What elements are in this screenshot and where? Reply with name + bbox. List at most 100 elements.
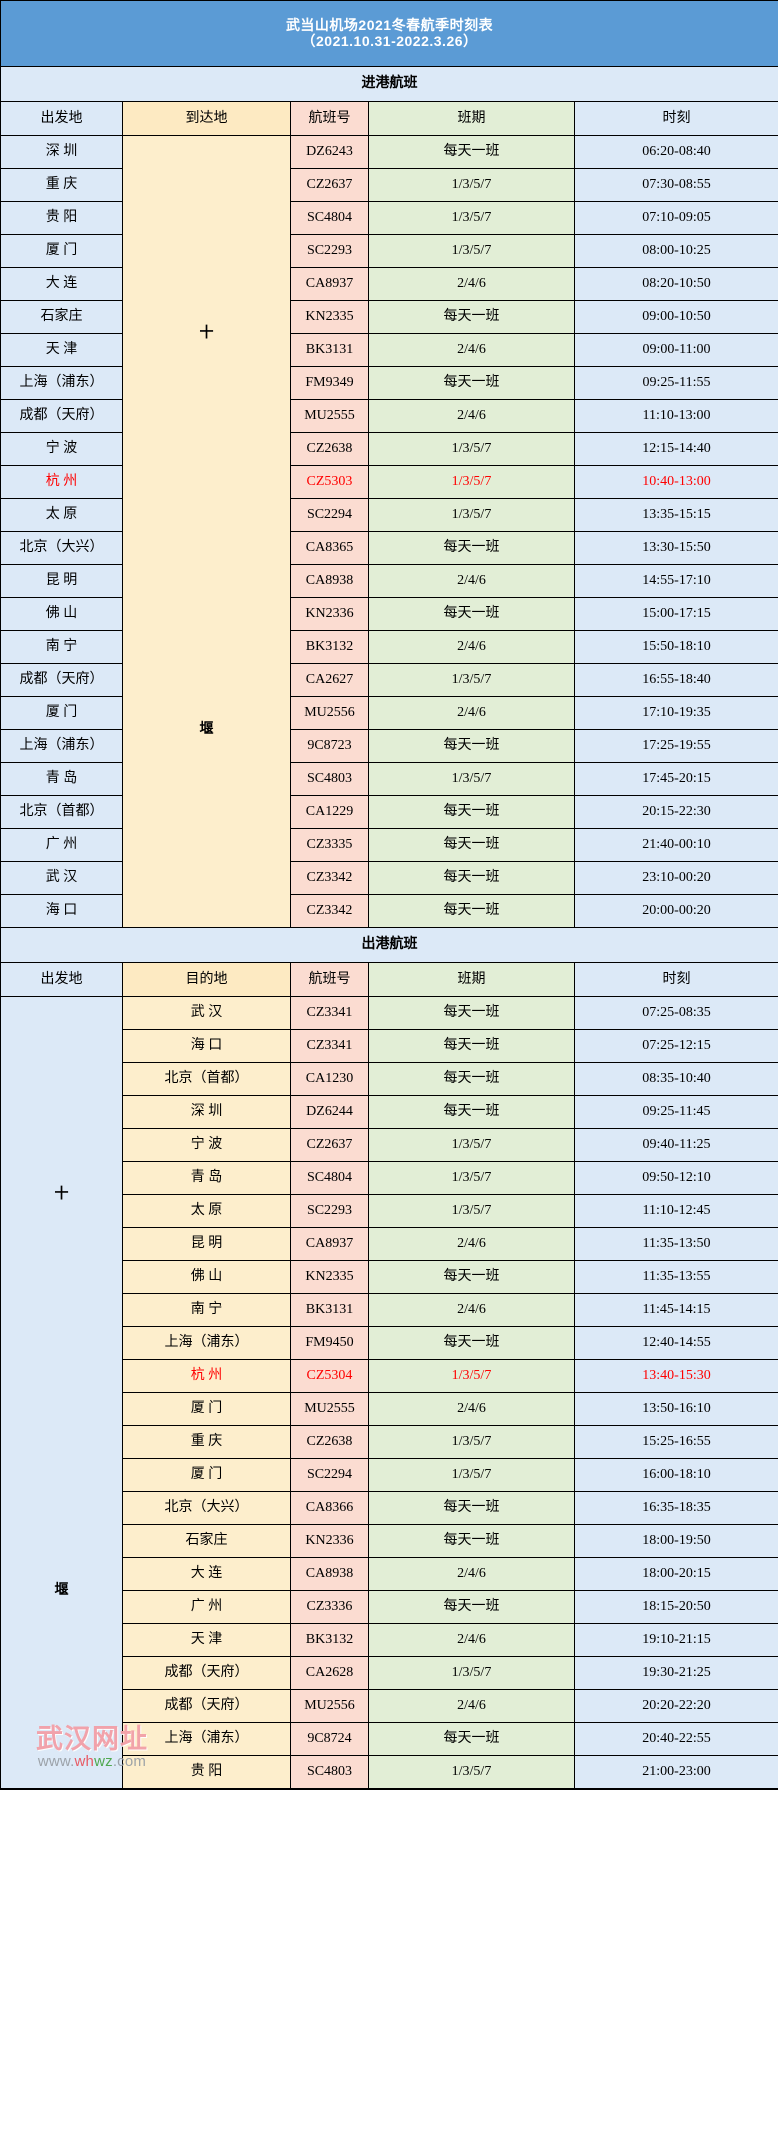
cell-time: 11:45-14:15 <box>573 1293 778 1327</box>
cell-flight-number: KN2335 <box>290 1260 369 1294</box>
header-row-arrivals: 出发地 到达地 航班号 班期 时刻 <box>0 101 778 136</box>
cell-frequency: 每天一班 <box>368 828 575 862</box>
cell-origin: 太 原 <box>0 498 123 532</box>
cell-frequency: 每天一班 <box>368 861 575 895</box>
cell-time: 11:35-13:50 <box>573 1227 778 1261</box>
cell-time: 13:50-16:10 <box>573 1392 778 1426</box>
cell-time: 14:55-17:10 <box>573 564 778 598</box>
cell-flight-number: KN2335 <box>290 300 369 334</box>
cell-frequency: 每天一班 <box>368 1491 575 1525</box>
cell-destination: 广 州 <box>122 1590 291 1624</box>
cell-frequency: 2/4/6 <box>368 1623 575 1657</box>
table-row: 深 圳十堰 DZ6243 每天一班 06:20-08:40 <box>0 135 778 928</box>
cell-origin: 成都（天府） <box>0 399 123 433</box>
cell-flight-number: DZ6244 <box>290 1095 369 1129</box>
column-header-1-departures: 出发地 <box>0 962 123 997</box>
table-row: 厦 门 MU2555 2/4/6 13:50-16:10 <box>1 1392 778 1426</box>
table-row: 上海（浦东） FM9450 每天一班 12:40-14:55 <box>1 1326 778 1360</box>
cell-flight-number: BK3132 <box>290 630 369 664</box>
table-row: 贵 阳 SC4803 1/3/5/7 21:00-23:00 <box>1 1755 778 1789</box>
table-row: 宁 波 CZ2638 1/3/5/7 12:15-14:40 <box>0 432 778 466</box>
table-row: 青 岛 SC4804 1/3/5/7 09:50-12:10 <box>1 1161 778 1195</box>
cell-time: 21:40-00:10 <box>573 828 778 862</box>
column-header-3-arrivals: 航班号 <box>290 101 369 136</box>
cell-origin: 南 宁 <box>0 630 123 664</box>
cell-destination: 昆 明 <box>122 1227 291 1261</box>
table-row: 南 宁 BK3132 2/4/6 15:50-18:10 <box>0 630 778 664</box>
cell-frequency: 1/3/5/7 <box>368 1755 575 1789</box>
cell-destination: 石家庄 <box>122 1524 291 1558</box>
cell-flight-number: SC4804 <box>290 1161 369 1195</box>
table-row: 杭 州 CZ5303 1/3/5/7 10:40-13:00 <box>0 465 778 499</box>
cell-origin: 厦 门 <box>0 696 123 730</box>
table-row: 大 连 CA8938 2/4/6 18:00-20:15 <box>1 1557 778 1591</box>
cell-destination: 南 宁 <box>122 1293 291 1327</box>
cell-time: 19:10-21:15 <box>573 1623 778 1657</box>
table-row: 南 宁 BK3131 2/4/6 11:45-14:15 <box>1 1293 778 1327</box>
merged-city-shiyan: 十堰 <box>122 135 291 928</box>
cell-frequency: 每天一班 <box>368 1326 575 1360</box>
cell-destination: 大 连 <box>122 1557 291 1591</box>
section-band-departures: 出港航班 <box>0 927 778 963</box>
column-header-5-departures: 时刻 <box>573 962 778 997</box>
cell-frequency: 每天一班 <box>368 894 575 928</box>
cell-destination: 太 原 <box>122 1194 291 1228</box>
cell-time: 19:30-21:25 <box>573 1656 778 1690</box>
table-row: 成都（天府） CA2628 1/3/5/7 19:30-21:25 <box>1 1656 778 1690</box>
cell-frequency: 1/3/5/7 <box>368 762 575 796</box>
table-row: 武 汉 CZ3342 每天一班 23:10-00:20 <box>0 861 778 895</box>
cell-destination: 佛 山 <box>122 1260 291 1294</box>
cell-frequency: 2/4/6 <box>368 267 575 301</box>
cell-time: 15:00-17:15 <box>573 597 778 631</box>
cell-flight-number: CZ5303 <box>290 465 369 499</box>
column-header-1-arrivals: 出发地 <box>0 101 123 136</box>
page-title: 武当山机场2021冬春航季时刻表 （2021.10.31-2022.3.26） <box>0 0 778 67</box>
cell-destination: 厦 门 <box>122 1392 291 1426</box>
cell-time: 12:40-14:55 <box>573 1326 778 1360</box>
cell-frequency: 每天一班 <box>368 366 575 400</box>
cell-frequency: 每天一班 <box>368 597 575 631</box>
cell-flight-number: SC4803 <box>290 762 369 796</box>
cell-flight-number: DZ6243 <box>290 135 369 169</box>
cell-time: 15:25-16:55 <box>573 1425 778 1459</box>
cell-flight-number: CZ2638 <box>290 1425 369 1459</box>
cell-time: 09:50-12:10 <box>573 1161 778 1195</box>
cell-flight-number: SC2293 <box>290 234 369 268</box>
cell-origin: 厦 门 <box>0 234 123 268</box>
cell-frequency: 1/3/5/7 <box>368 1128 575 1162</box>
cell-time: 07:25-08:35 <box>573 996 778 1030</box>
cell-frequency: 2/4/6 <box>368 1392 575 1426</box>
cell-destination: 天 津 <box>122 1623 291 1657</box>
table-row: 昆 明 CA8937 2/4/6 11:35-13:50 <box>1 1227 778 1261</box>
cell-time: 08:00-10:25 <box>573 234 778 268</box>
cell-frequency: 每天一班 <box>368 1029 575 1063</box>
cell-frequency: 2/4/6 <box>368 696 575 730</box>
cell-flight-number: BK3132 <box>290 1623 369 1657</box>
cell-destination: 杭 州 <box>122 1359 291 1393</box>
table-row: 上海（浦东） 9C8724 每天一班 20:40-22:55 <box>1 1722 778 1756</box>
cell-flight-number: CZ3341 <box>290 996 369 1030</box>
cell-origin: 武 汉 <box>0 861 123 895</box>
cell-destination: 上海（浦东） <box>122 1326 291 1360</box>
cell-time: 09:40-11:25 <box>573 1128 778 1162</box>
cell-time: 20:00-00:20 <box>573 894 778 928</box>
cell-time: 07:25-12:15 <box>573 1029 778 1063</box>
cell-destination: 重 庆 <box>122 1425 291 1459</box>
cell-destination: 深 圳 <box>122 1095 291 1129</box>
column-header-2-departures: 目的地 <box>122 962 291 997</box>
cell-frequency: 1/3/5/7 <box>368 201 575 235</box>
cell-flight-number: BK3131 <box>290 1293 369 1327</box>
cell-origin: 杭 州 <box>0 465 123 499</box>
cell-flight-number: CZ3342 <box>290 861 369 895</box>
cell-destination: 厦 门 <box>122 1458 291 1492</box>
cell-frequency: 每天一班 <box>368 729 575 763</box>
table-row: 上海（浦东） FM9349 每天一班 09:25-11:55 <box>0 366 778 400</box>
merged-city-char-1: 十 <box>199 326 214 342</box>
table-row: 广 州 CZ3336 每天一班 18:15-20:50 <box>1 1590 778 1624</box>
header-row-departures: 出发地 目的地 航班号 班期 时刻 <box>0 962 778 997</box>
table-row: 北京（大兴） CA8365 每天一班 13:30-15:50 <box>0 531 778 565</box>
cell-flight-number: 9C8723 <box>290 729 369 763</box>
cell-flight-number: SC4804 <box>290 201 369 235</box>
cell-frequency: 每天一班 <box>368 1095 575 1129</box>
cell-time: 11:35-13:55 <box>573 1260 778 1294</box>
